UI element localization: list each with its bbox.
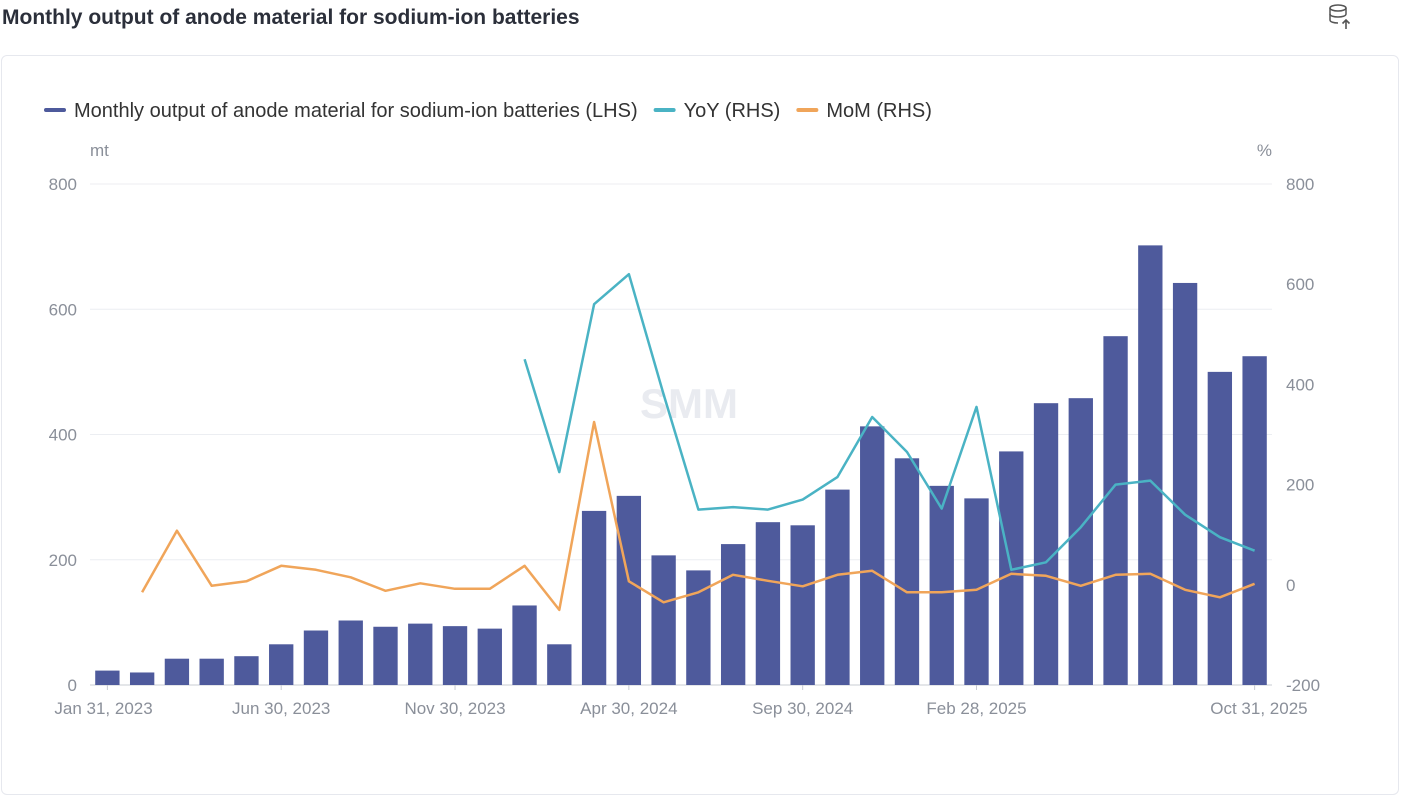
x-tick-label: Oct 31, 2025 <box>1210 699 1307 718</box>
bar <box>894 458 920 685</box>
bar <box>616 495 642 685</box>
database-export-icon <box>1329 4 1351 29</box>
x-tick-label: Sep 30, 2024 <box>752 699 853 718</box>
bar <box>1242 356 1267 685</box>
y-right-tick-label: 600 <box>1286 275 1314 294</box>
y-left-tick-label: 800 <box>49 175 77 194</box>
y-left-tick-label: 600 <box>49 300 77 319</box>
bar <box>1172 282 1198 685</box>
bar <box>199 658 224 685</box>
watermark: SMM <box>640 380 738 427</box>
bar <box>929 485 954 685</box>
legend-marker <box>653 108 676 112</box>
legend-label: MoM (RHS) <box>826 100 932 122</box>
legend: Monthly output of anode material for sod… <box>44 100 932 122</box>
bar <box>790 525 815 685</box>
line-yoy <box>523 272 1256 572</box>
bar <box>95 670 120 685</box>
y-right-tick-label: 200 <box>1286 476 1314 495</box>
y-left-tick-label: 200 <box>49 551 77 570</box>
bar <box>860 426 885 685</box>
bar <box>547 644 572 685</box>
bar <box>373 626 398 685</box>
bar <box>408 623 433 685</box>
y-left-unit: mt <box>90 141 109 160</box>
bar <box>755 522 781 685</box>
y-right-tick-label: 0 <box>1286 576 1295 595</box>
bar <box>1068 398 1093 685</box>
axes: 0 200 400 600 800 -200 0 200 400 600 800 mt % Jan 31,… <box>49 141 1320 718</box>
bar <box>1103 336 1128 685</box>
bar <box>1207 371 1233 685</box>
x-tick-label: Feb 28, 2025 <box>926 699 1026 718</box>
bar-series <box>95 245 1267 685</box>
legend-marker <box>796 108 819 112</box>
x-tick-label: Apr 30, 2024 <box>580 699 677 718</box>
bar <box>129 672 155 685</box>
bar <box>234 656 259 685</box>
page-title: Monthly output of anode material for sod… <box>2 6 580 29</box>
line-mom <box>141 420 1256 612</box>
bar <box>1033 403 1059 685</box>
x-tick-label: Jan 31, 2023 <box>54 699 152 718</box>
x-tick-label: Jun 30, 2023 <box>232 699 330 718</box>
legend-marker <box>44 108 66 112</box>
export-data-button[interactable] <box>1324 1 1358 33</box>
line-series <box>141 272 1256 612</box>
bar <box>303 630 329 685</box>
chart-canvas: SMM 0 200 400 600 800 -200 0 200 400 600 800 mt % Jan… <box>44 100 1320 718</box>
legend-label: YoY (RHS) <box>684 100 781 122</box>
bar <box>338 620 363 685</box>
y-right-tick-label: 800 <box>1286 175 1314 194</box>
bar <box>720 544 746 685</box>
bar <box>651 555 676 685</box>
grid-lines <box>90 183 1272 686</box>
y-left-tick-label: 400 <box>49 426 77 445</box>
bar <box>477 628 502 685</box>
y-right-tick-label: 400 <box>1286 375 1314 394</box>
bar <box>512 605 537 685</box>
bar <box>964 498 989 685</box>
bar <box>269 644 294 685</box>
y-right-tick-label: -200 <box>1286 676 1320 695</box>
bar <box>442 626 468 685</box>
bar <box>825 489 850 685</box>
bar <box>581 510 607 685</box>
bar <box>1138 245 1163 685</box>
y-right-unit: % <box>1257 141 1272 160</box>
y-left-tick-label: 0 <box>68 676 77 695</box>
x-tick-label: Nov 30, 2023 <box>404 699 505 718</box>
bar <box>164 658 190 685</box>
legend-label: Monthly output of anode material for sod… <box>74 100 638 122</box>
